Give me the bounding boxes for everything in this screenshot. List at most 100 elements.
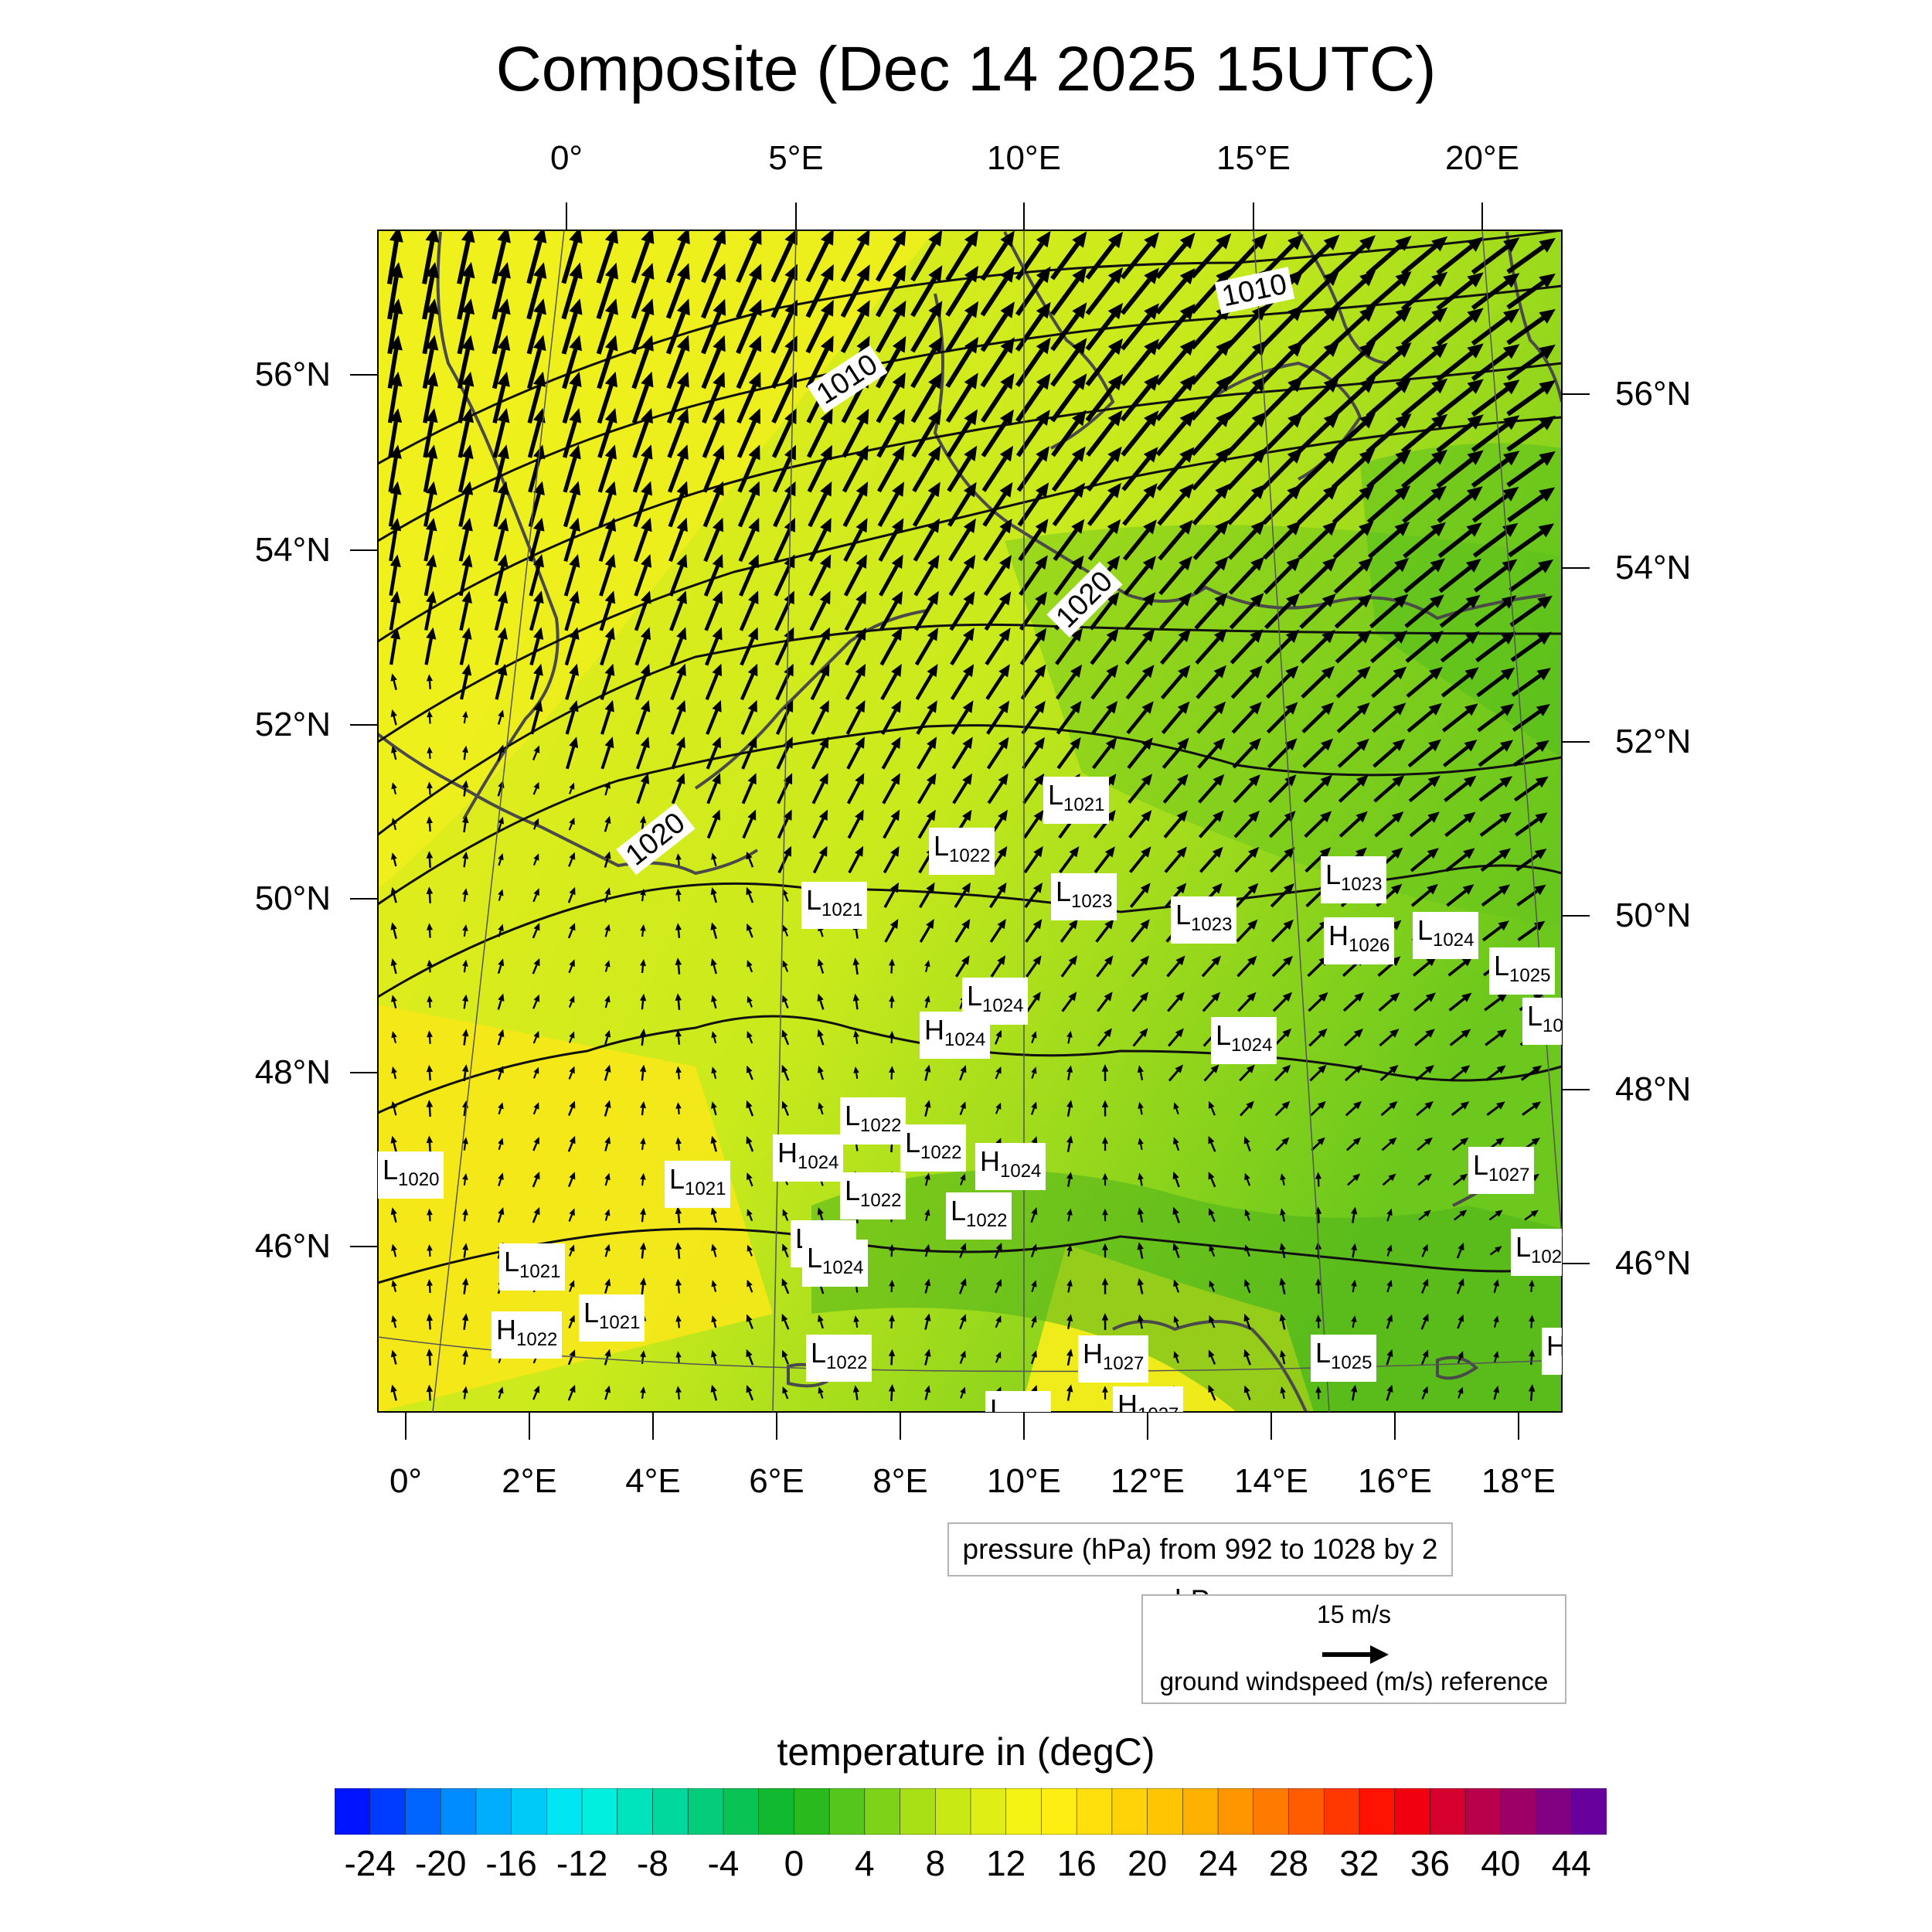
wind-arrow-head	[1069, 919, 1078, 930]
wind-arrow-shaft	[1275, 1141, 1285, 1151]
wind-arrow-head	[1460, 1137, 1469, 1145]
wind-arrow-shaft	[846, 781, 861, 804]
wind-arrow-head	[889, 919, 899, 929]
low-pressure-center: L1023	[1051, 873, 1117, 920]
wind-arrow-head	[1318, 992, 1328, 1002]
wind-arrow-shaft	[1412, 961, 1430, 977]
wind-arrow-head	[390, 627, 401, 640]
wind-arrow-head	[1284, 883, 1294, 894]
wind-arrow-head	[1459, 1173, 1468, 1182]
wind-arrow-head	[713, 335, 726, 352]
wind-arrow-head	[1036, 337, 1051, 355]
wind-arrow-shaft	[1087, 529, 1114, 561]
wind-arrow-shaft	[1015, 420, 1044, 457]
wind-arrow-head	[746, 1349, 753, 1358]
wind-arrow-head	[924, 1100, 931, 1108]
wind-arrow-head	[640, 1207, 646, 1216]
wind-arrow-shaft	[748, 858, 754, 868]
wind-arrow-head	[640, 993, 647, 1002]
wind-arrow-shaft	[423, 566, 434, 597]
wind-arrow-head	[819, 590, 831, 605]
colorbar-tick-label: -16	[485, 1843, 537, 1883]
wind-arrow-head	[999, 519, 1012, 534]
wind-arrow-shaft	[389, 638, 397, 665]
wind-arrow-head	[639, 1277, 647, 1285]
wind-arrow-shaft	[784, 965, 789, 972]
wind-arrow-shaft	[949, 600, 970, 631]
wind-arrow-head	[461, 335, 474, 351]
wind-arrow-head	[998, 700, 1010, 713]
wind-arrow-shaft	[701, 312, 722, 355]
map-frame	[377, 230, 1563, 1413]
wind-arrow-shaft	[910, 384, 937, 423]
wind-arrow-shaft	[634, 673, 648, 701]
wind-arrow-shaft	[1476, 674, 1506, 698]
wind-arrow-head	[1141, 701, 1154, 714]
wind-arrow-head	[927, 481, 940, 498]
wind-arrow-shaft	[881, 745, 897, 770]
wind-arrow-head	[497, 262, 511, 279]
wind-arrow-shaft	[740, 709, 754, 735]
wind-arrow-head	[1209, 1208, 1215, 1216]
colorbar-bin	[1430, 1788, 1467, 1835]
pressure-center-type: L	[951, 1195, 967, 1226]
wind-arrow-shaft	[1400, 315, 1437, 347]
wind-arrow-shaft	[1352, 1391, 1355, 1401]
wind-arrow-head	[1465, 594, 1481, 609]
wind-arrow-head	[1431, 449, 1447, 465]
map-annotations: 1010 1010 1020 1020 L1021 L1022 L1021 L1023 L102…	[383, 267, 1562, 1412]
wind-arrow-shaft	[1053, 565, 1078, 596]
wind-arrow-head	[711, 1280, 717, 1287]
wind-arrow-shaft	[1240, 1106, 1250, 1117]
wind-arrow-shaft	[633, 529, 648, 563]
high-pressure-center: H1024	[920, 1012, 991, 1059]
wind-arrow-shaft	[1338, 818, 1361, 838]
wind-arrow-shaft	[736, 312, 757, 355]
wind-arrow-shaft	[811, 746, 825, 770]
wind-arrow-head	[784, 699, 794, 713]
wind-arrow-head	[855, 663, 866, 677]
left-lat-label: 54°N	[254, 531, 331, 569]
wind-arrow-shaft	[1190, 420, 1223, 456]
low-pressure-center: L1021	[499, 1243, 566, 1291]
wind-arrow-head	[1033, 883, 1043, 893]
wind-arrow-shaft	[1451, 1141, 1463, 1151]
wind-arrow-head	[960, 1243, 967, 1251]
wind-arrow-head	[1280, 1386, 1286, 1394]
low-pressure-center: L1022	[840, 1172, 906, 1219]
wind-arrow-head	[1208, 1172, 1215, 1180]
wind-arrow-shaft	[641, 965, 645, 974]
wind-arrow-head	[1143, 519, 1157, 535]
wind-arrow-head	[676, 481, 689, 496]
wind-arrow-shaft	[1330, 243, 1366, 277]
colorbar-bin	[546, 1788, 583, 1835]
wind-arrow-head	[569, 371, 582, 387]
wind-arrow-head	[1430, 558, 1445, 573]
wind-arrow-head	[641, 627, 651, 641]
wind-arrow-head	[1066, 1065, 1073, 1073]
wind-arrow-shaft	[1175, 1107, 1179, 1115]
wind-arrow-shaft	[1407, 745, 1434, 768]
wind-arrow-shaft	[812, 818, 825, 839]
wind-arrow-head	[639, 815, 647, 824]
top-lon-label: 20°E	[1445, 139, 1519, 177]
wind-arrow-head	[1069, 846, 1080, 858]
wind-arrow-head	[927, 590, 939, 605]
wind-arrow-head	[782, 995, 788, 1003]
wind-arrow-shaft	[1097, 998, 1108, 1012]
wind-arrow-shaft	[604, 1001, 609, 1009]
wind-arrow-shaft	[1226, 493, 1258, 526]
wind-arrow-shaft	[713, 964, 717, 975]
wind-arrow-shaft	[1124, 600, 1149, 631]
wind-arrow-head	[784, 627, 794, 641]
wind-arrow-shaft	[984, 600, 1006, 631]
wind-arrow-shaft	[1516, 889, 1539, 906]
wind-arrow-head	[782, 1243, 788, 1252]
wind-arrow-shaft	[819, 1072, 824, 1080]
wind-arrow-shaft	[748, 893, 754, 903]
wind-arrow-head	[391, 746, 397, 753]
wind-arrow-head	[1208, 1384, 1215, 1393]
wind-arrow-shaft	[770, 348, 794, 389]
top-lon-label: 15°E	[1216, 139, 1291, 177]
